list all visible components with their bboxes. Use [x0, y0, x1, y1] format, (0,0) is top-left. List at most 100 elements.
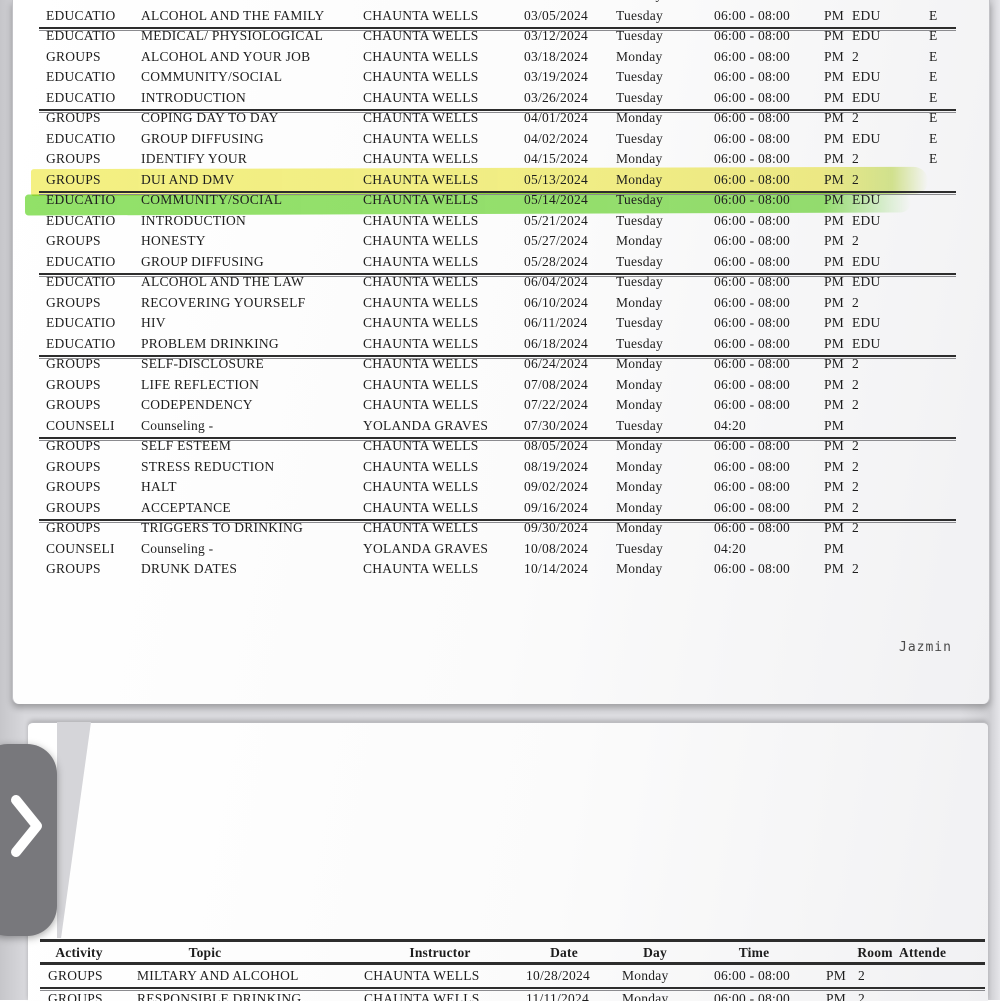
cell-room: EDU [852, 212, 881, 228]
cell-topic: SYMPTOMS OF ALCOHOLISM [141, 0, 332, 5]
cell-instructor: CHAUNTA WELLS [363, 356, 479, 371]
cell-ampm: PM [824, 233, 845, 248]
cell-topic: INTRODUCTION [141, 89, 246, 105]
cell-time: 06:00 - 08:00 [714, 458, 790, 474]
cell-day: Monday [616, 233, 663, 248]
table-row: GROUPS LIFE REFLECTION CHAUNTA WELLS 07/08/… [13, 375, 989, 395]
cell-ampm: PM [824, 151, 845, 166]
cell-instructor: CHAUNTA WELLS [363, 520, 479, 535]
cell-activity: EDUCATIO [46, 89, 116, 105]
cell-day: Tuesday [616, 28, 664, 43]
cell-day: Monday [616, 0, 663, 5]
cell-ampm: PM [824, 397, 845, 412]
cell-time: 06:00 - 08:00 [714, 397, 790, 412]
cell-instructor: CHAUNTA WELLS [363, 315, 479, 330]
cell-day: Monday [616, 520, 663, 535]
cell-time: 06:00 - 08:00 [714, 499, 790, 515]
cell-instructor: CHAUNTA WELLS [364, 991, 480, 1001]
cell-topic: IDENTIFY YOUR [141, 151, 248, 166]
cell-date: 10/14/2024 [524, 561, 589, 576]
cell-room: EDU [852, 253, 881, 269]
table-row: GROUPS DRUNK DATES CHAUNTA WELLS 10/14/2024… [13, 559, 989, 579]
cell-date: 08/05/2024 [524, 438, 589, 453]
table-row: EDUCATIO HIV CHAUNTA WELLS 06/11/2024 Tuesda… [13, 313, 989, 333]
cell-activity: EDUCATIO [46, 192, 116, 207]
cell-activity: EDUCATIO [46, 315, 116, 330]
cell-room: EDU [852, 89, 881, 105]
cell-topic: HIV [141, 315, 166, 330]
cell-instructor: CHAUNTA WELLS [363, 233, 479, 248]
cell-instructor: CHAUNTA WELLS [363, 438, 479, 453]
cell-ampm: PM [824, 356, 845, 371]
cell-instructor: CHAUNTA WELLS [363, 130, 479, 146]
cell-instructor: CHAUNTA WELLS [363, 48, 479, 64]
cell-ampm: PM [824, 171, 845, 187]
table-row: GROUPS COPING DAY TO DAY CHAUNTA WELLS 04/0… [13, 108, 989, 128]
cell-room: 2 [858, 991, 865, 1001]
cell-date: 05/13/2024 [524, 171, 589, 187]
table-row: EDUCATIO GROUP DIFFUSING CHAUNTA WELLS 05/2… [13, 252, 989, 272]
cell-room: 2 [852, 233, 859, 248]
cell-date: 06/10/2024 [524, 294, 589, 310]
cell-room: 2 [852, 376, 859, 392]
cell-attended: E [929, 69, 938, 84]
cell-activity: GROUPS [46, 0, 101, 5]
cell-date: 09/16/2024 [524, 499, 589, 515]
cell-activity: EDUCATIO [46, 69, 116, 84]
table-row: GROUPS RECOVERING YOURSELF CHAUNTA WELLS 06… [13, 293, 989, 313]
cell-topic: SELF ESTEEM [141, 438, 232, 453]
cell-attended: E [929, 151, 938, 166]
cell-date: 11/11/2024 [526, 991, 589, 1001]
table-row: EDUCATIO INTRODUCTION CHAUNTA WELLS 03/26/2… [13, 88, 989, 108]
cell-ampm: PM [824, 69, 845, 84]
cell-room: EDU [852, 130, 881, 146]
cell-instructor: CHAUNTA WELLS [363, 335, 479, 351]
cell-day: Monday [616, 479, 663, 494]
column-header-activity: Activity [55, 945, 103, 960]
cell-time: 04:20 [714, 417, 747, 433]
column-header-topic: Topic [188, 945, 222, 960]
next-page-button[interactable] [0, 744, 57, 936]
table-header-rule [40, 962, 985, 965]
cell-room: 2 [852, 438, 859, 453]
cell-time: 06:00 - 08:00 [714, 7, 790, 23]
cell-instructor: CHAUNTA WELLS [364, 968, 480, 983]
cell-instructor: CHAUNTA WELLS [363, 69, 479, 84]
cell-activity: GROUPS [46, 151, 101, 166]
cell-ampm: PM [824, 438, 845, 453]
cell-instructor: CHAUNTA WELLS [363, 89, 479, 105]
cell-attended: E [929, 0, 938, 5]
cell-ampm: PM [824, 417, 845, 433]
cell-ampm: PM [826, 991, 847, 1001]
cell-topic: COMMUNITY/SOCIAL [141, 192, 283, 207]
cell-ampm: PM [824, 540, 845, 556]
table-row: GROUPS HALT CHAUNTA WELLS 09/02/2024 Monday 0… [13, 477, 989, 497]
table-row: GROUPS RESPONSIBLE DRINKING CHAUNTA WELLS 1… [28, 989, 988, 1001]
cell-attended: E [929, 110, 938, 125]
cell-activity: GROUPS [46, 110, 101, 125]
column-header-date: Date [550, 945, 578, 960]
cell-activity: GROUPS [46, 376, 101, 392]
cell-room: 2 [852, 171, 859, 187]
cell-room: 2 [852, 0, 859, 5]
cell-topic: RECOVERING YOURSELF [141, 294, 306, 310]
table-row: EDUCATIO ALCOHOL AND THE LAW CHAUNTA WELLS… [13, 272, 989, 292]
cell-ampm: PM [824, 479, 845, 494]
cell-ampm: PM [824, 7, 845, 23]
cell-instructor: CHAUNTA WELLS [363, 171, 479, 187]
cell-time: 06:00 - 08:00 [714, 356, 790, 371]
cell-attended: E [929, 28, 938, 43]
cell-activity: EDUCATIO [46, 274, 116, 289]
group-separator-line [39, 26, 956, 31]
cell-activity: GROUPS [46, 520, 101, 535]
table-row: GROUPS MILTARY AND ALCOHOL CHAUNTA WELLS 10… [28, 966, 988, 986]
cell-topic: SELF-DISCLOSURE [141, 356, 265, 371]
cell-activity: GROUPS [46, 397, 101, 412]
cell-room: EDU [852, 274, 881, 289]
cell-time: 06:00 - 08:00 [714, 151, 790, 166]
cell-topic: ALCOHOL AND YOUR JOB [141, 48, 311, 64]
cell-room: 2 [852, 356, 859, 371]
cell-instructor: YOLANDA GRAVES [363, 540, 489, 556]
cell-room: 2 [858, 968, 865, 983]
cell-time: 06:00 - 08:00 [714, 968, 790, 983]
